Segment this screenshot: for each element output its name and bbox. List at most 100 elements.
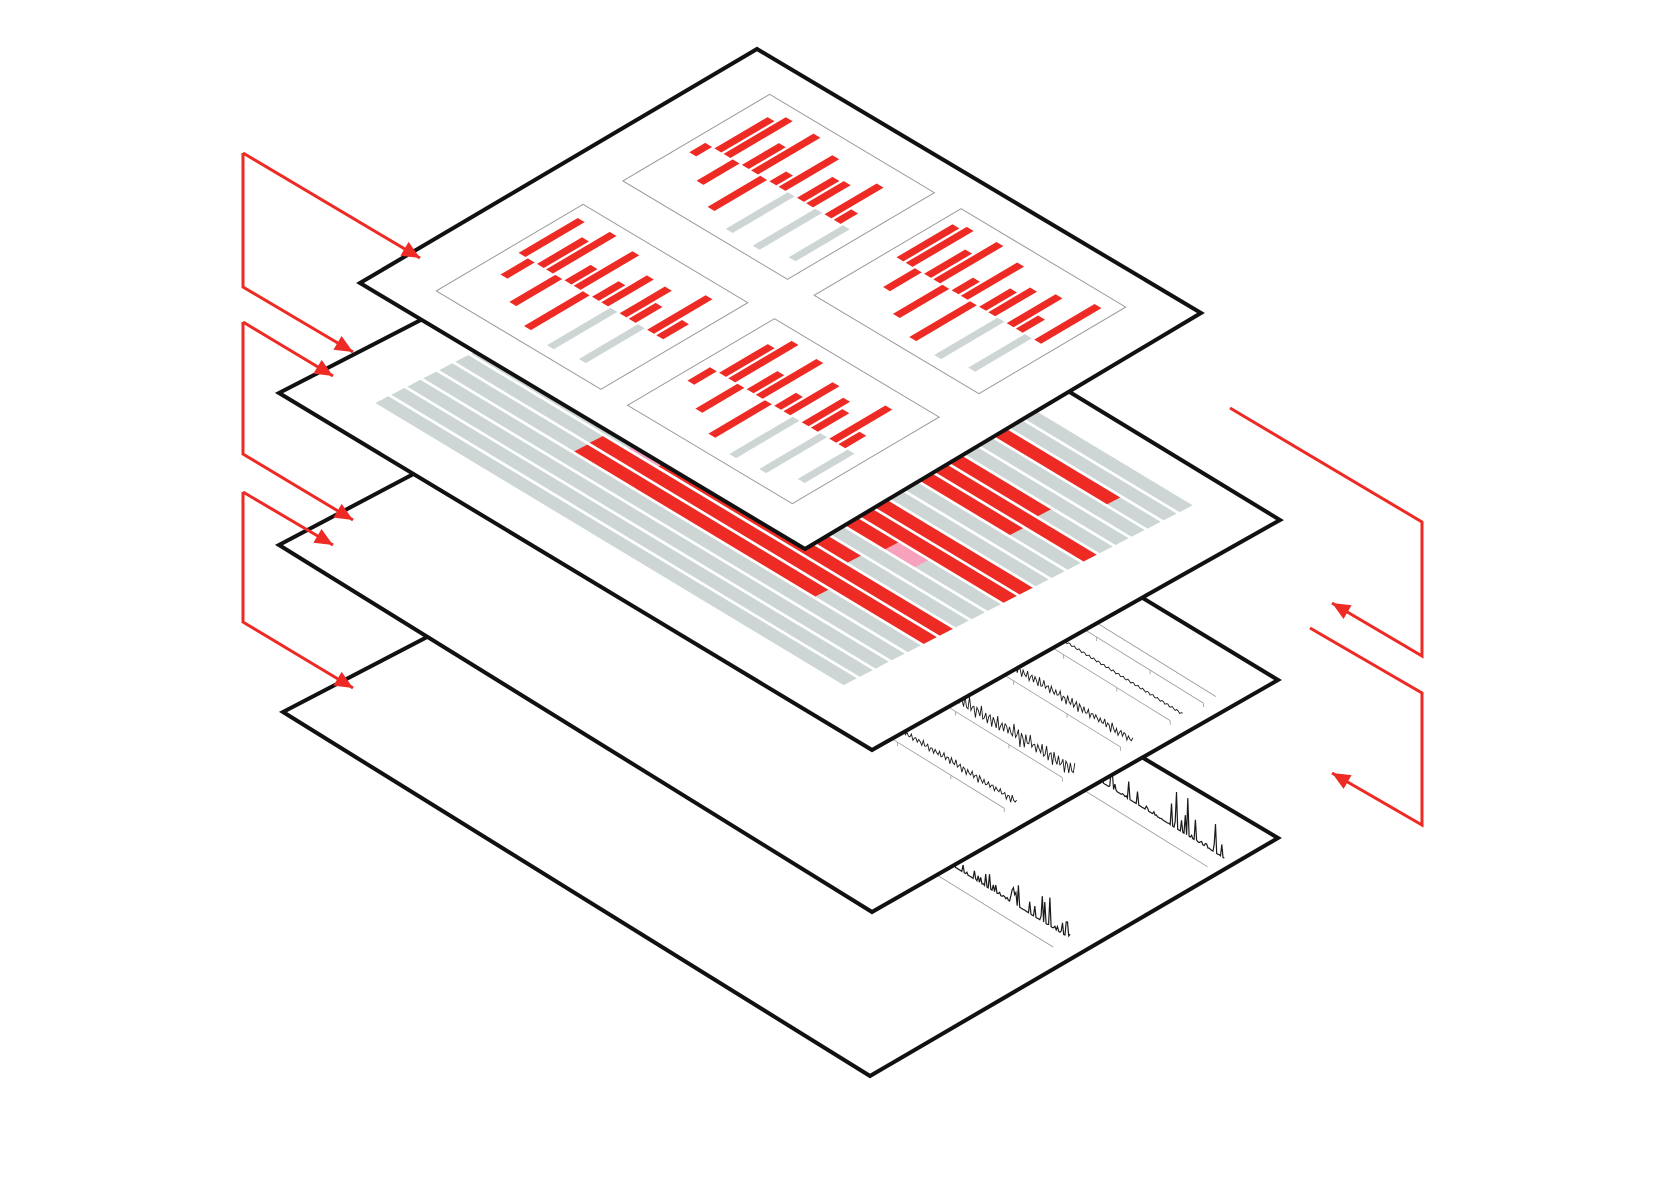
arrow-line [242, 151, 421, 260]
diverging-bar [746, 371, 785, 394]
diverging-bar [1034, 304, 1102, 344]
left-arrow-stub-2 [241, 322, 354, 522]
gray-bar [375, 396, 857, 686]
diverging-bar [751, 133, 821, 175]
diverging-bar [723, 117, 793, 158]
diverging-bar [838, 431, 867, 449]
arrow-head [313, 529, 333, 545]
diverging-bar [537, 237, 589, 268]
diverging-bar [728, 340, 799, 383]
gray-bar [423, 371, 905, 661]
left-arrow-stub-3 [241, 492, 354, 690]
arrow-head [333, 503, 353, 520]
diverging-bar [714, 117, 775, 153]
layer-1-small-multiples [356, 46, 1205, 552]
diverging-bar [951, 277, 980, 295]
right-arrow-1 [1229, 406, 1424, 659]
diverging-bar [546, 307, 618, 350]
layer-1-frame [356, 46, 1205, 552]
diverging-bar [797, 176, 840, 202]
diverging-bar [883, 268, 922, 292]
diverging-bar [696, 159, 740, 185]
arrow-head [333, 336, 353, 352]
diverging-bar [524, 291, 590, 331]
diverging-bar [979, 288, 1018, 311]
diverging-bar [729, 416, 800, 459]
diverging-bar [1006, 294, 1063, 328]
diverging-bar [592, 281, 626, 301]
diverging-bar [778, 155, 840, 191]
gray-bar [407, 379, 889, 669]
arrow-head [333, 671, 353, 688]
panel-frame [626, 318, 941, 505]
left-arrow-3 [242, 490, 334, 547]
diverging-bar [628, 302, 663, 323]
arrow-head [313, 359, 333, 376]
red-bar [589, 436, 937, 644]
diverging-bar [769, 171, 793, 186]
diverging-bar [960, 262, 1025, 300]
left-arrow-1 [242, 151, 421, 260]
pink-bar [885, 542, 928, 568]
diverging-bar [909, 301, 977, 342]
left-arrow-2 [242, 320, 334, 378]
diverging-bar [578, 324, 645, 364]
diverging-bar [573, 251, 640, 290]
panel-2 [813, 208, 1127, 395]
arrow-line [1309, 626, 1424, 828]
arrow-head [400, 241, 420, 258]
red-bar [574, 444, 829, 597]
diverging-bar [725, 192, 795, 233]
diverging-bar [810, 409, 850, 432]
diverging-bar [896, 224, 960, 262]
diverging-bar [741, 143, 786, 169]
diverging-bar [824, 183, 884, 219]
diverging-bar [774, 392, 803, 410]
arrow-line [241, 322, 354, 522]
diverging-bar [934, 317, 1005, 360]
diverging-bar [687, 367, 717, 385]
flow-arrows [241, 151, 1424, 828]
diverging-bar [783, 382, 840, 416]
panel-3 [435, 203, 749, 390]
panel-frame [813, 208, 1127, 395]
diverging-bar [759, 433, 827, 474]
arrow-line [1229, 406, 1424, 659]
diverging-bar [788, 225, 850, 262]
diverging-bar [833, 209, 859, 224]
diverging-bar [601, 275, 654, 307]
panel-1 [621, 93, 936, 280]
diverging-bar [892, 284, 950, 318]
diverging-bar [752, 208, 823, 250]
diverging-bar [719, 344, 775, 377]
diverging-bar [707, 175, 768, 211]
diverging-bar [988, 287, 1037, 317]
diverging-bar [801, 397, 851, 427]
diverging-bar [518, 218, 585, 257]
diverging-bar [797, 449, 855, 483]
diverging-bar [905, 226, 974, 267]
diverging-bar [806, 181, 851, 208]
arrow-line [241, 153, 354, 354]
diverging-bar [509, 274, 563, 307]
diverging-bar [546, 231, 617, 274]
diverging-bar [656, 320, 689, 340]
arrow-head [1332, 773, 1352, 789]
arrow-head [1332, 603, 1352, 619]
diverging-bar [647, 295, 713, 334]
diverging-bar [924, 249, 973, 278]
left-arrow-stub-1 [241, 153, 354, 354]
diverging-bar [695, 383, 745, 413]
diverging-bar [829, 405, 893, 443]
diverging-bar [708, 400, 772, 438]
diverging-bar [564, 264, 598, 285]
right-arrow-2 [1309, 626, 1424, 828]
diverging-bar [1015, 315, 1045, 333]
diverging-bar [619, 286, 672, 318]
gray-bar [391, 388, 873, 677]
diverging-bar [968, 334, 1032, 372]
arrow-line [241, 492, 354, 690]
diverging-bar [755, 359, 824, 399]
diverging-bar [933, 242, 1004, 284]
